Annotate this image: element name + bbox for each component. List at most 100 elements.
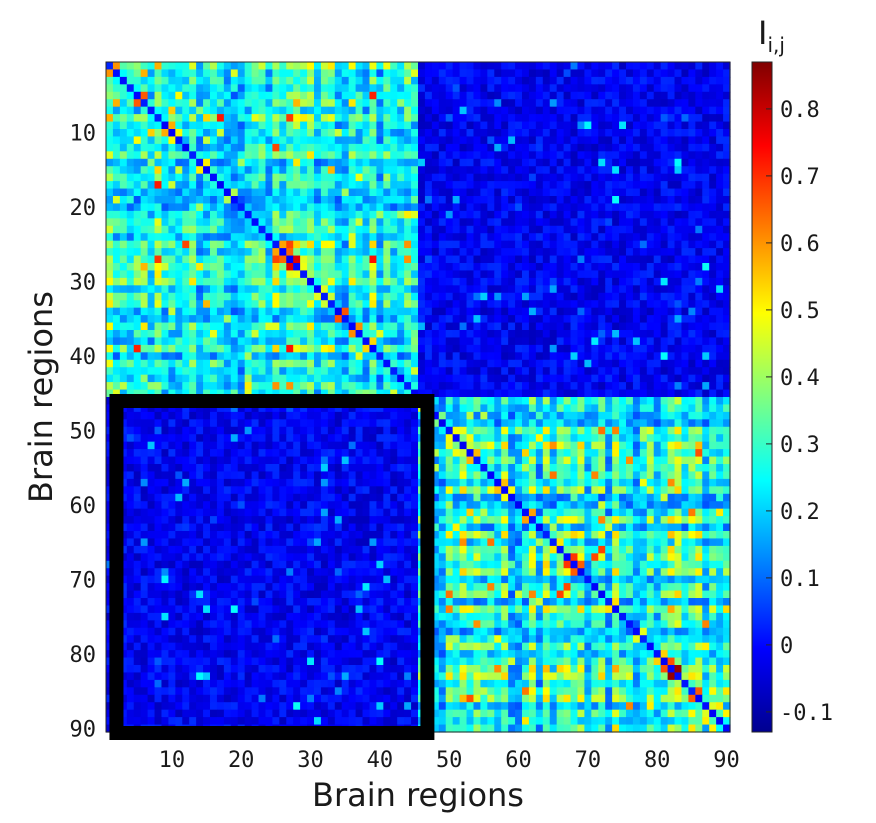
heatmap-cell	[265, 277, 273, 286]
heatmap-cell	[431, 151, 440, 160]
heatmap-cell	[605, 330, 613, 339]
heatmap-cell	[112, 106, 121, 115]
heatmap-cell	[494, 181, 502, 190]
heatmap-cell	[563, 129, 572, 138]
heatmap-cell	[487, 449, 495, 458]
heatmap-cell	[272, 62, 280, 71]
heatmap-cell	[556, 173, 565, 182]
heatmap-cell	[175, 471, 183, 480]
heatmap-cell	[293, 270, 301, 279]
heatmap-cell	[147, 173, 156, 182]
heatmap-cell	[404, 307, 412, 316]
heatmap-cell	[667, 129, 676, 138]
heatmap-cell	[515, 315, 523, 324]
heatmap-cell	[605, 210, 613, 219]
heatmap-cell	[424, 188, 433, 197]
heatmap-cell	[182, 225, 190, 234]
heatmap-cell	[279, 76, 287, 85]
heatmap-cell	[168, 106, 176, 115]
heatmap-cell	[660, 426, 669, 435]
heatmap-cell	[605, 203, 613, 212]
heatmap-cell	[154, 106, 163, 115]
heatmap-cell	[424, 136, 433, 145]
heatmap-cell	[390, 456, 398, 465]
heatmap-cell	[244, 143, 253, 152]
heatmap-cell	[300, 114, 308, 123]
heatmap-cell	[189, 300, 197, 309]
heatmap-cell	[563, 441, 572, 450]
heatmap-cell	[528, 449, 537, 458]
heatmap-cell	[216, 300, 225, 309]
heatmap-cell	[154, 315, 163, 324]
heatmap-cell	[119, 62, 128, 71]
heatmap-cell	[133, 151, 142, 160]
heatmap-cell	[577, 240, 585, 249]
heatmap-cell	[251, 129, 260, 138]
heatmap-cell	[279, 166, 287, 175]
heatmap-cell	[154, 233, 163, 242]
heatmap-cell	[175, 434, 183, 443]
heatmap-cell	[140, 285, 149, 294]
heatmap-cell	[119, 76, 128, 85]
heatmap-cell	[556, 91, 565, 100]
heatmap-cell	[320, 382, 329, 391]
heatmap-cell	[702, 255, 710, 264]
heatmap-cell	[348, 419, 357, 428]
heatmap-cell	[334, 300, 343, 309]
heatmap-cell	[126, 210, 135, 219]
heatmap-cell	[584, 203, 592, 212]
heatmap-cell	[695, 84, 703, 93]
heatmap-cell	[702, 315, 710, 324]
heatmap-cell	[230, 307, 239, 316]
heatmap-cell	[487, 270, 495, 279]
heatmap-cell	[535, 99, 544, 108]
heatmap-cell	[411, 136, 419, 145]
heatmap-cell	[355, 337, 364, 346]
heatmap-cell	[307, 426, 315, 435]
heatmap-cell	[522, 248, 530, 257]
heatmap-cell	[528, 263, 537, 272]
heatmap-cell	[154, 322, 163, 331]
heatmap-cell	[168, 292, 176, 301]
heatmap-cell	[709, 129, 717, 138]
heatmap-cell	[494, 397, 502, 406]
heatmap-cell	[300, 84, 308, 93]
heatmap-cell	[438, 307, 447, 316]
heatmap-cell	[702, 411, 710, 420]
heatmap-cell	[147, 270, 156, 279]
heatmap-cell	[161, 136, 169, 145]
heatmap-cell	[244, 277, 253, 286]
heatmap-cell	[189, 464, 197, 473]
heatmap-cell	[293, 218, 301, 227]
heatmap-cell	[307, 337, 315, 346]
heatmap-cell	[119, 143, 128, 152]
heatmap-cell	[203, 434, 211, 443]
heatmap-cell	[598, 456, 606, 465]
heatmap-cell	[334, 426, 343, 435]
heatmap-cell	[605, 270, 613, 279]
heatmap-cell	[237, 315, 246, 324]
heatmap-cell	[258, 471, 267, 480]
heatmap-cell	[528, 441, 537, 450]
heatmap-cell	[314, 441, 322, 450]
heatmap-cell	[577, 292, 585, 301]
heatmap-cell	[230, 285, 239, 294]
heatmap-cell	[355, 69, 364, 78]
heatmap-cell	[445, 277, 454, 286]
heatmap-cell	[522, 240, 530, 249]
heatmap-cell	[619, 218, 627, 227]
heatmap-cell	[570, 255, 579, 264]
heatmap-cell	[466, 292, 475, 301]
heatmap-cell	[147, 389, 156, 398]
heatmap-cell	[542, 449, 551, 458]
heatmap-cell	[598, 106, 606, 115]
heatmap-cell	[584, 151, 592, 160]
heatmap-cell	[452, 344, 461, 353]
heatmap-cell	[431, 330, 440, 339]
heatmap-cell	[542, 233, 551, 242]
heatmap-cell	[702, 181, 710, 190]
heatmap-cell	[535, 330, 544, 339]
heatmap-cell	[230, 255, 239, 264]
heatmap-cell	[542, 359, 551, 368]
heatmap-cell	[106, 330, 114, 339]
